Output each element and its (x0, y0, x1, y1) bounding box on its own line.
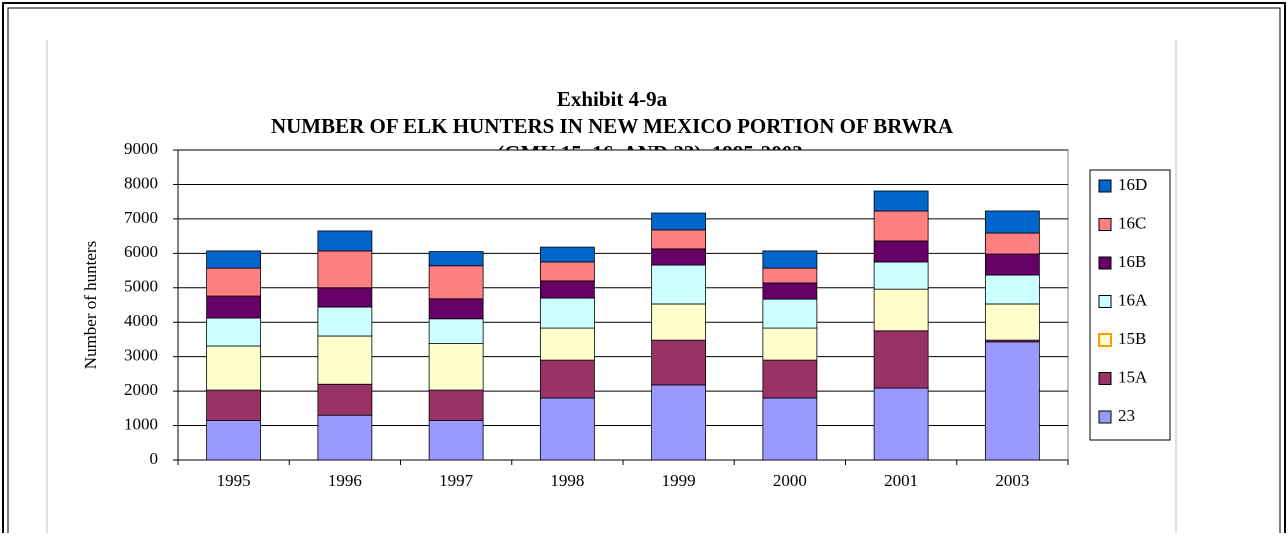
legend-label: 23 (1118, 406, 1135, 425)
bar-segment (539, 280, 595, 299)
bar-segment (651, 212, 707, 231)
bar-segment (984, 341, 1040, 461)
y-tick-label: 3000 (124, 346, 158, 365)
legend-swatch (1098, 179, 1112, 193)
plot-area (177, 149, 1069, 461)
bar-segment (317, 306, 373, 337)
legend-label: 16A (1118, 290, 1148, 309)
bar-segment (873, 288, 929, 332)
bar-segment (984, 253, 1040, 276)
legend-label: 15B (1118, 329, 1146, 348)
bar-segment (428, 318, 484, 344)
legend-swatch (1098, 218, 1112, 231)
bar-segment (206, 345, 262, 391)
bar-segment (873, 190, 929, 212)
y-tick-label: 2000 (124, 380, 158, 399)
x-tick-label: 1997 (439, 471, 474, 490)
bar-segment (317, 287, 373, 308)
bar-segment (651, 264, 707, 305)
y-tick-label: 4000 (124, 311, 158, 330)
bar-segment (428, 251, 484, 267)
x-tick-label: 2000 (773, 471, 807, 490)
bar-segment (317, 414, 373, 461)
bar-segment (539, 246, 595, 263)
bar-segment (206, 419, 262, 461)
y-tick-label: 7000 (124, 208, 158, 227)
bar-segment (539, 261, 595, 282)
x-tick-label: 1996 (328, 471, 362, 490)
x-tick-label: 2001 (884, 471, 918, 490)
bar-segment (984, 232, 1040, 255)
bar-segment (873, 240, 929, 263)
bar-segment (317, 230, 373, 252)
bar-segment (873, 387, 929, 461)
y-tick-label: 5000 (124, 277, 158, 296)
bar-segment (206, 389, 262, 421)
bar-segment (206, 267, 262, 297)
bar-segment (762, 397, 818, 461)
bar-segment (984, 210, 1040, 234)
bar-segment (206, 317, 262, 347)
x-tick-label: 1999 (662, 471, 696, 490)
legend-label: 15A (1118, 367, 1148, 386)
legend-label: 16C (1118, 213, 1146, 232)
bar-segment (984, 303, 1040, 341)
bar-segment (762, 298, 818, 329)
legend-swatch (1098, 372, 1112, 385)
chart-title: Exhibit 4-9a (557, 87, 668, 111)
legend-swatch (1098, 333, 1112, 347)
bar-segment (651, 248, 707, 266)
legend-label: 16D (1118, 175, 1147, 194)
bar-segment (984, 274, 1040, 305)
bar-segment (873, 330, 929, 389)
bar-segment (317, 383, 373, 416)
bar-segment (539, 327, 595, 361)
bar-segment (762, 282, 818, 300)
y-tick-label: 6000 (124, 242, 158, 261)
x-tick-label: 1998 (550, 471, 584, 490)
page-frame-inner (7, 7, 1281, 538)
bar-segment (206, 250, 262, 269)
y-tick-label: 0 (150, 449, 159, 468)
bar-segment (317, 250, 373, 289)
bar-segment (762, 327, 818, 361)
bar-segment (206, 295, 262, 319)
bar-segment (651, 229, 707, 250)
bar-segment (428, 343, 484, 391)
bar-segment (428, 298, 484, 320)
bar-segment (762, 267, 818, 284)
x-tick-label: 1995 (217, 471, 251, 490)
y-tick-label: 1000 (124, 414, 158, 433)
bar-segment (428, 265, 484, 300)
bar-segment (873, 210, 929, 242)
chart-title: NUMBER OF ELK HUNTERS IN NEW MEXICO PORT… (271, 114, 954, 138)
legend-swatch (1098, 295, 1112, 308)
bar-segment (651, 384, 707, 461)
bar-segment (762, 250, 818, 269)
bar-segment (428, 389, 484, 421)
bar-segment (317, 335, 373, 385)
bar-segment (539, 359, 595, 399)
bar-segment (539, 297, 595, 329)
legend-swatch (1098, 410, 1112, 424)
bar-segment (762, 359, 818, 399)
bar-segment (428, 419, 484, 461)
bar-segment (873, 261, 929, 290)
y-tick-label: 8000 (124, 173, 158, 192)
bar-segment (539, 397, 595, 461)
legend-label: 16B (1118, 252, 1146, 271)
bar-segment (651, 303, 707, 341)
bar-segment (651, 339, 707, 386)
legend-swatch (1098, 256, 1112, 270)
y-axis-label: Number of hunters (81, 241, 100, 369)
y-tick-label: 9000 (124, 139, 158, 158)
x-tick-label: 2003 (995, 471, 1029, 490)
